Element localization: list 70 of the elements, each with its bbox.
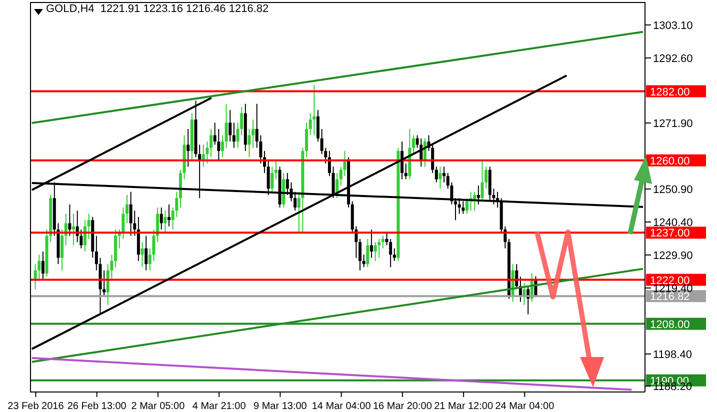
x-tick-label: 16 Mar 20:00	[372, 401, 432, 412]
candlestick	[94, 235, 98, 271]
ref-line-label: 1282.00	[650, 86, 690, 98]
candlestick	[362, 254, 366, 268]
candlestick	[312, 84, 316, 136]
ref-line-label: 1237.00	[650, 228, 690, 240]
candlestick	[270, 166, 274, 192]
candlestick	[72, 213, 76, 246]
candlestick	[125, 194, 128, 224]
candlestick	[186, 128, 190, 168]
candlestick	[392, 248, 396, 262]
candlestick	[484, 166, 488, 190]
candlestick	[60, 229, 64, 271]
candlestick	[305, 122, 308, 158]
candlestick	[412, 134, 415, 155]
candlestick	[381, 235, 384, 249]
candlestick	[164, 210, 167, 234]
chart-title: GOLD,H4 1221.91 1223.16 1216.46 1216.82	[46, 3, 269, 15]
y-tick-label: 1250.90	[653, 184, 693, 196]
candlestick	[442, 166, 446, 183]
y-tick-label: 1303.10	[653, 20, 693, 32]
candlestick	[522, 282, 526, 306]
candlestick	[366, 238, 370, 268]
candlestick	[156, 207, 160, 243]
x-tick-label: 21 Mar 12:00	[434, 401, 494, 412]
x-tick-label: 24 Mar 04:00	[495, 401, 555, 412]
candlestick	[374, 242, 377, 262]
y-tick-label: 1271.90	[653, 118, 693, 130]
x-tick-label: 23 Feb 2016	[8, 401, 64, 412]
candlestick	[228, 110, 232, 142]
candlestick	[316, 110, 320, 142]
candlestick	[140, 242, 144, 268]
candlestick	[144, 235, 148, 271]
candlestick	[378, 238, 381, 258]
x-tick-label: 2 Mar 05:00	[131, 401, 186, 412]
candlestick	[232, 122, 236, 148]
candlestick	[476, 185, 480, 205]
candlestick	[274, 160, 278, 180]
candlestick	[465, 198, 468, 214]
candlestick	[168, 204, 171, 227]
candlestick	[68, 204, 72, 236]
x-tick-label: 26 Feb 13:00	[67, 401, 127, 412]
candlestick	[129, 191, 132, 236]
candlestick	[389, 238, 392, 268]
candlestick	[252, 119, 255, 148]
candlestick	[480, 160, 484, 202]
candlestick	[224, 103, 228, 148]
x-tick-label: 9 Mar 13:00	[254, 401, 308, 412]
candlestick	[160, 207, 163, 230]
candlestick	[404, 163, 408, 180]
candlestick	[248, 128, 251, 158]
y-tick-label: 1229.90	[653, 250, 693, 262]
candlestick	[385, 232, 388, 246]
y-tick-label: 1198.40	[653, 348, 692, 361]
x-tick-label: 4 Mar 21:00	[192, 401, 246, 412]
candlestick	[210, 128, 213, 158]
candlestick	[434, 166, 438, 183]
y-tick-label: 1292.60	[653, 52, 693, 65]
y-tick-label: 1240.40	[653, 216, 693, 229]
x-tick-label: 14 Mar 04:00	[312, 401, 372, 412]
ref-line-label: 1208.00	[650, 318, 690, 331]
candlestick	[358, 238, 362, 271]
candlestick	[370, 229, 373, 258]
candlestick	[87, 213, 90, 240]
candlestick	[41, 251, 44, 280]
candlestick	[438, 166, 442, 190]
ref-line-label: 1216.82	[650, 291, 690, 304]
candlestick	[206, 141, 209, 164]
ref-line-label: 1260.00	[650, 155, 690, 168]
candlestick	[220, 134, 224, 158]
